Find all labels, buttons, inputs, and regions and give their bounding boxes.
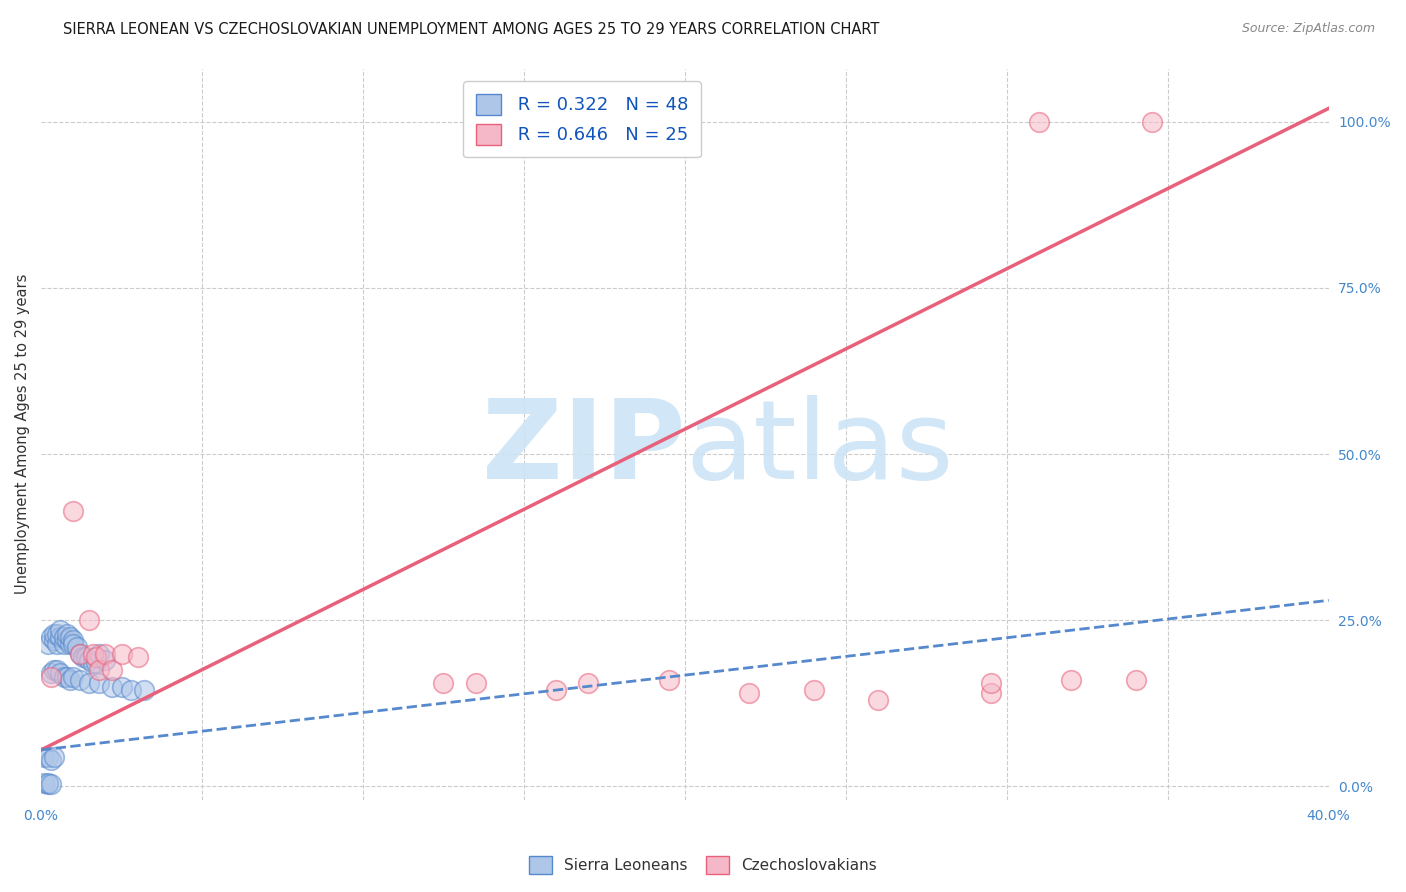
Point	[546, 683, 568, 698]
Point	[39, 630, 62, 644]
Point	[101, 663, 124, 677]
Point	[46, 626, 69, 640]
Point	[75, 649, 97, 664]
Point	[59, 673, 82, 687]
Point	[37, 776, 59, 790]
Text: ZIP: ZIP	[481, 395, 685, 502]
Point	[69, 673, 91, 687]
Point	[738, 686, 761, 700]
Point	[132, 683, 155, 698]
Point	[432, 676, 454, 690]
Legend: Sierra Leoneans, Czechoslovakians: Sierra Leoneans, Czechoslovakians	[523, 850, 883, 880]
Point	[39, 670, 62, 684]
Point	[120, 683, 142, 698]
Point	[34, 776, 56, 790]
Point	[62, 633, 84, 648]
Point	[69, 647, 91, 661]
Point	[42, 749, 65, 764]
Point	[72, 649, 94, 664]
Point	[110, 680, 132, 694]
Point	[56, 626, 79, 640]
Point	[42, 663, 65, 677]
Point	[1028, 114, 1050, 128]
Point	[59, 630, 82, 644]
Y-axis label: Unemployment Among Ages 25 to 29 years: Unemployment Among Ages 25 to 29 years	[15, 274, 30, 594]
Point	[39, 753, 62, 767]
Text: Source: ZipAtlas.com: Source: ZipAtlas.com	[1241, 22, 1375, 36]
Point	[866, 693, 889, 707]
Point	[94, 647, 117, 661]
Point	[56, 670, 79, 684]
Point	[49, 624, 72, 638]
Point	[69, 647, 91, 661]
Point	[980, 686, 1002, 700]
Point	[980, 676, 1002, 690]
Point	[79, 613, 101, 627]
Point	[84, 649, 107, 664]
Point	[62, 503, 84, 517]
Point	[576, 676, 599, 690]
Point	[79, 676, 101, 690]
Point	[62, 636, 84, 650]
Point	[37, 777, 59, 791]
Point	[39, 777, 62, 791]
Point	[1140, 114, 1163, 128]
Point	[464, 676, 486, 690]
Point	[101, 680, 124, 694]
Text: atlas: atlas	[685, 395, 953, 502]
Point	[82, 647, 104, 661]
Point	[82, 657, 104, 671]
Point	[46, 636, 69, 650]
Point	[84, 657, 107, 671]
Point	[658, 673, 681, 687]
Point	[65, 640, 87, 654]
Point	[1060, 673, 1083, 687]
Point	[37, 749, 59, 764]
Point	[52, 636, 75, 650]
Point	[62, 670, 84, 684]
Point	[49, 666, 72, 681]
Point	[42, 626, 65, 640]
Point	[59, 636, 82, 650]
Point	[52, 670, 75, 684]
Point	[46, 663, 69, 677]
Point	[56, 633, 79, 648]
Text: SIERRA LEONEAN VS CZECHOSLOVAKIAN UNEMPLOYMENT AMONG AGES 25 TO 29 YEARS CORRELA: SIERRA LEONEAN VS CZECHOSLOVAKIAN UNEMPL…	[63, 22, 880, 37]
Point	[94, 653, 117, 667]
Point	[803, 683, 825, 698]
Point	[127, 649, 149, 664]
Legend:  R = 0.322   N = 48,  R = 0.646   N = 25: R = 0.322 N = 48, R = 0.646 N = 25	[463, 81, 700, 157]
Point	[34, 749, 56, 764]
Point	[110, 647, 132, 661]
Point	[42, 633, 65, 648]
Point	[87, 647, 110, 661]
Point	[49, 630, 72, 644]
Point	[52, 630, 75, 644]
Point	[37, 636, 59, 650]
Point	[87, 663, 110, 677]
Point	[79, 653, 101, 667]
Point	[87, 676, 110, 690]
Point	[1125, 673, 1147, 687]
Point	[39, 666, 62, 681]
